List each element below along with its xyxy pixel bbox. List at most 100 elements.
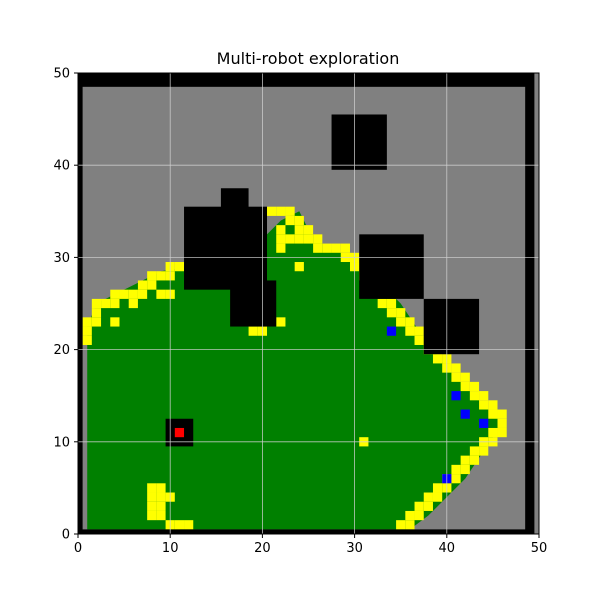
frontier-cell <box>331 243 341 253</box>
obstacle-block <box>423 298 480 355</box>
y-tick-label: 40 <box>53 159 70 174</box>
frontier-cell <box>82 326 92 336</box>
obstacle-block <box>78 529 530 534</box>
x-axis: 0 10 20 30 40 50 <box>74 534 547 556</box>
frontier-cell <box>91 317 102 327</box>
frontier-cell <box>488 427 498 438</box>
frontier-cell <box>137 280 148 290</box>
frontier-cell <box>137 289 148 299</box>
frontier-cell <box>276 243 286 253</box>
frontier-cell <box>110 298 120 309</box>
frontier-cell <box>469 381 480 392</box>
frontier-cell <box>147 501 157 511</box>
frontier-cell <box>276 234 286 244</box>
frontier-cell <box>396 308 406 318</box>
axes-frame <box>77 72 540 535</box>
frontier-cell <box>156 501 166 511</box>
frontier-cell <box>423 492 433 502</box>
frontier-cell <box>460 381 470 392</box>
frontier-cell <box>377 298 387 309</box>
frontier-cell <box>156 492 166 502</box>
x-tick-label: 50 <box>531 541 548 556</box>
frontier-cell <box>91 298 102 309</box>
frontier-cell <box>451 363 461 373</box>
frontier-cell <box>128 298 138 309</box>
frontier-cell <box>82 317 92 327</box>
frontier-cell <box>276 317 286 327</box>
frontier-cell <box>386 298 397 309</box>
frontier-cell <box>432 483 443 493</box>
frontier-cell <box>285 234 295 244</box>
frontier-cell <box>82 335 92 345</box>
frontier-cell <box>156 510 166 521</box>
frontier-cell <box>294 225 304 235</box>
frontier-cell <box>497 409 507 419</box>
frontier-cell <box>405 520 415 530</box>
frontier-cell <box>101 298 111 309</box>
frontier-cell <box>285 206 295 216</box>
x-tick-label: 40 <box>439 541 456 556</box>
y-tick-label: 10 <box>53 435 70 450</box>
frontier-cell <box>110 317 120 327</box>
frontier-cell <box>184 520 194 530</box>
frontier-cell <box>294 234 304 244</box>
frontier-cell <box>303 225 314 235</box>
frontier-cell <box>313 234 323 244</box>
frontier-cell <box>313 243 323 253</box>
frontier-cell <box>340 243 350 253</box>
obstacle-block <box>331 114 387 170</box>
frontier-cell <box>294 215 304 226</box>
frontier-cell <box>91 308 102 318</box>
frontier-cell <box>469 455 480 465</box>
frontier-cell <box>147 483 157 493</box>
frontier-cell <box>414 326 424 336</box>
frontier-cell <box>248 326 258 336</box>
frontier-cell <box>303 234 314 244</box>
obstacle-block <box>78 73 530 87</box>
frontier-cell <box>488 400 498 410</box>
obstacle-block <box>359 234 424 299</box>
frontier-cell <box>405 510 415 521</box>
obstacle-block <box>230 280 277 327</box>
x-tick-label: 20 <box>254 541 271 556</box>
frontier-cell <box>414 501 424 511</box>
frontier-cell <box>423 501 433 511</box>
frontier-cell <box>147 492 157 502</box>
frontier-cell <box>156 271 166 281</box>
frontier-cell <box>451 464 461 475</box>
obstacle-block <box>184 206 268 290</box>
frontier-cell <box>174 520 185 530</box>
frontier-cell <box>479 446 489 456</box>
robot-marker <box>386 326 397 336</box>
frontier-cell <box>147 271 157 281</box>
x-tick-label: 10 <box>162 541 179 556</box>
frontier-cell <box>479 391 489 401</box>
frontier-cell <box>294 262 304 272</box>
frontier-cell <box>128 289 138 299</box>
frontier-cell <box>405 326 415 336</box>
plot-area <box>77 72 540 535</box>
frontier-cell <box>147 510 157 521</box>
frontier-cell <box>396 317 406 327</box>
frontier-cell <box>488 409 498 419</box>
frontier-cell <box>460 464 470 475</box>
frontier-cell <box>396 520 406 530</box>
obstacle-block <box>525 73 535 534</box>
frontier-cell <box>414 335 424 345</box>
y-tick-label: 20 <box>53 343 70 358</box>
frontier-cell <box>451 372 461 382</box>
frontier-cell <box>110 289 120 299</box>
frontier-cell <box>156 289 166 299</box>
frontier-cell <box>497 418 507 428</box>
frontier-cell <box>469 391 480 401</box>
frontier-cell <box>432 354 443 364</box>
frontier-cell <box>276 206 286 216</box>
frontier-cell <box>432 492 443 502</box>
obstacle-blocks <box>78 73 535 534</box>
robot-marker <box>479 418 489 428</box>
frontier-cell <box>451 474 461 484</box>
y-tick-label: 0 <box>62 528 70 543</box>
frontier-cell <box>405 317 415 327</box>
frontier-cell <box>276 225 286 235</box>
